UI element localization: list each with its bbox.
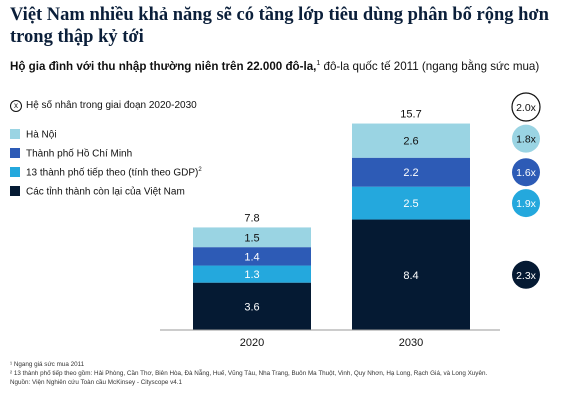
bar-segment-2020-0 <box>193 282 311 330</box>
data-label-2030-0: 8.4 <box>403 270 418 282</box>
chart-title: Việt Nam nhiều khả năng sẽ có tầng lớp t… <box>10 5 549 47</box>
legend-item-rest-of-country: Các tỉnh thành còn lại của Việt Nam <box>10 183 185 198</box>
multiplier-bubble-1 <box>512 124 540 153</box>
data-label-2030-3: 2.6 <box>403 136 418 148</box>
x-axis-ticks: 2020 2030 <box>240 337 423 349</box>
total-label-2020: 7.8 <box>244 212 259 224</box>
footnote-ppp: ¹ Ngang giá sức mua 2011 <box>10 361 85 368</box>
bar-segment-2030-2 <box>352 157 470 187</box>
x-tick-label-2030: 2030 <box>399 337 423 349</box>
multiplier-bubble-2 <box>512 158 540 187</box>
multiplier-bubble-3 <box>512 189 540 218</box>
x-tick-label-2020: 2020 <box>240 337 264 349</box>
stacked-bar-chart: 3.6 1.3 1.4 1.5 8.4 2.5 2.2 2.6 2020 2030 7.8 15.… <box>160 92 541 349</box>
legend-swatch-hcmc <box>10 147 20 158</box>
legend-label-13-cities: 13 thành phố tiếp theo (tính theo GDP)2 <box>26 167 202 179</box>
bar-segment-2030-1 <box>352 186 470 220</box>
chart-subtitle: Hộ gia đình với thu nhập thường niên trê… <box>10 56 575 74</box>
bar-segment-2030-0 <box>352 219 470 330</box>
footnotes: ¹ Ngang giá sức mua 2011 ² 13 thành phố … <box>10 360 575 387</box>
multiplier-bubble-4 <box>512 260 540 289</box>
legend-label-multiplier: Hệ số nhân trong giai đoạn 2020-2030 <box>26 100 197 111</box>
legend-swatch-rest-of-country <box>10 185 20 196</box>
legend-label-rest-of-country: Các tỉnh thành còn lại của Việt Nam <box>26 186 185 198</box>
legend-swatch-13-cities <box>10 166 20 177</box>
multiplier-label-3: 1.9x <box>516 198 537 210</box>
data-label-2030-2: 2.2 <box>403 167 418 179</box>
bar-segment-2020-1 <box>193 265 311 283</box>
legend-label-hanoi: Hà Nội <box>26 129 57 141</box>
multiplier-icon: x <box>10 100 22 112</box>
multiplier-bubble-0 <box>511 92 541 122</box>
multiplier-label-0: 2.0x <box>516 102 537 114</box>
legend-item-13-cities: 13 thành phố tiếp theo (tính theo GDP)2 <box>10 164 202 179</box>
legend-item-multiplier: x Hệ số nhân trong giai đoạn 2020-2030 <box>10 100 197 112</box>
data-label-2030-1: 2.5 <box>403 198 418 210</box>
bar-segment-2020-3 <box>193 227 311 248</box>
data-label-2020-2: 1.4 <box>244 251 259 263</box>
bars-group: 3.6 1.3 1.4 1.5 8.4 2.5 2.2 2.6 <box>193 123 470 330</box>
legend-item-hanoi: Hà Nội <box>10 126 57 141</box>
total-labels: 7.8 15.7 <box>244 109 421 225</box>
legend-item-hcmc: Thành phố Hồ Chí Minh <box>10 145 132 160</box>
multiplier-bubbles: 2.0x 1.8x 1.6x 1.9x 2.3x <box>511 92 541 289</box>
footnote-source: Nguồn: Viện Nghiên cứu Toàn cầu McKinsey… <box>10 379 182 386</box>
subtitle-rest: đô-la quốc tế 2011 (ngang bằng sức mua) <box>320 59 540 73</box>
total-label-2030: 15.7 <box>400 109 421 121</box>
multiplier-label-2: 1.6x <box>516 167 537 179</box>
legend-label-hcmc: Thành phố Hồ Chí Minh <box>26 148 133 160</box>
footnote-13-cities: ² 13 thành phố tiếp theo gồm: Hải Phòng,… <box>10 370 488 377</box>
bar-segment-2030-3 <box>352 123 470 158</box>
data-label-2020-1: 1.3 <box>244 269 259 281</box>
data-label-2020-3: 1.5 <box>244 232 259 244</box>
bar-segment-2020-2 <box>193 247 311 266</box>
subtitle-bold: Hộ gia đình với thu nhập thường niên trê… <box>10 59 317 73</box>
multiplier-label-4: 2.3x <box>516 270 537 282</box>
multiplier-label-1: 1.8x <box>516 134 537 146</box>
subtitle-footnote-ref: 1 <box>316 60 321 67</box>
data-label-2020-0: 3.6 <box>244 301 259 313</box>
legend-swatch-hanoi <box>10 128 20 139</box>
